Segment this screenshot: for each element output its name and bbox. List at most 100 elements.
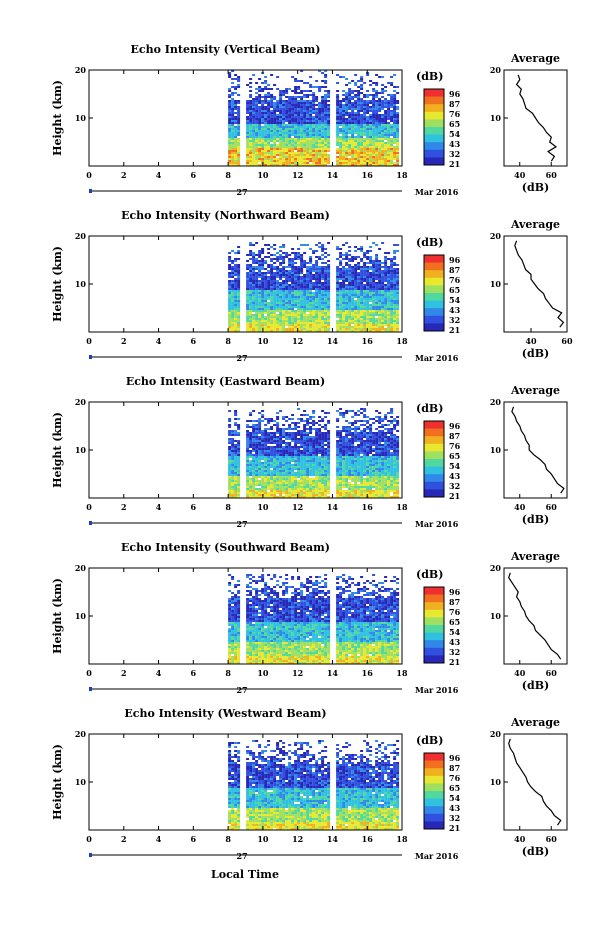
heatmap-cell	[264, 474, 268, 476]
heatmap-cell	[327, 298, 331, 300]
heatmap-cell	[381, 462, 385, 464]
heatmap-cell	[342, 284, 346, 286]
heatmap-cell	[393, 490, 397, 492]
heatmap-cell	[255, 136, 259, 138]
heatmap-cell	[303, 282, 307, 284]
heatmap-cell	[321, 150, 325, 152]
heatmap-cell	[339, 256, 343, 258]
heatmap-cell	[366, 488, 370, 490]
heatmap-cell	[228, 76, 232, 78]
heatmap-cell	[291, 320, 295, 322]
heatmap-cell	[297, 464, 301, 466]
heatmap-cell	[393, 116, 397, 118]
heatmap-cell	[393, 496, 397, 498]
heatmap-cell	[285, 464, 289, 466]
heatmap-cell	[297, 286, 301, 288]
heatmap-cell	[342, 288, 346, 290]
heatmap-cell	[255, 466, 259, 468]
heatmap-cell	[273, 140, 277, 142]
heatmap-cell	[390, 296, 394, 298]
heatmap-cell	[276, 138, 280, 140]
heatmap-cell	[387, 300, 391, 302]
x-tick-label: 6	[191, 170, 197, 180]
heatmap-cell	[336, 330, 340, 332]
heatmap-cell	[363, 124, 367, 126]
heatmap-cell	[261, 108, 265, 110]
heatmap-cell	[351, 92, 355, 94]
heatmap-cell	[354, 266, 358, 268]
heatmap-cell	[354, 464, 358, 466]
heatmap-cell	[375, 92, 379, 94]
heatmap-cell	[273, 266, 277, 268]
heatmap-cell	[336, 248, 340, 250]
heatmap-cell	[228, 122, 232, 124]
heatmap-cell	[378, 282, 382, 284]
heatmap-cell	[306, 274, 310, 276]
heatmap-cell	[255, 300, 259, 302]
heatmap-cell	[390, 314, 394, 316]
heatmap-cell	[342, 466, 346, 468]
heatmap-cell	[306, 152, 310, 154]
heatmap-cell	[396, 318, 400, 320]
heatmap-cell	[234, 260, 238, 262]
heatmap-cell	[381, 130, 385, 132]
heatmap-cell	[351, 314, 355, 316]
heatmap-cell	[348, 492, 352, 494]
heatmap-cell	[315, 158, 319, 160]
colorbar-tick-label: 21	[449, 325, 460, 335]
heatmap-cell	[291, 484, 295, 486]
heatmap-cell	[372, 90, 376, 92]
heatmap-cell	[279, 152, 283, 154]
heatmap-cell	[297, 80, 301, 82]
heatmap-cell	[276, 314, 280, 316]
heatmap-cell	[288, 116, 292, 118]
heatmap-cell	[363, 128, 367, 130]
heatmap-cell	[228, 302, 232, 304]
heatmap-cell	[300, 290, 304, 292]
heatmap-cell	[288, 142, 292, 144]
heatmap-cell	[360, 272, 364, 274]
heatmap-cell	[276, 276, 280, 278]
heatmap-cell	[360, 318, 364, 320]
heatmap-cell	[321, 324, 325, 326]
heatmap-cell	[378, 110, 382, 112]
heatmap-cell	[363, 126, 367, 128]
heatmap-cell	[294, 136, 298, 138]
heatmap-cell	[348, 160, 352, 162]
heatmap-cell	[306, 320, 310, 322]
heatmap-cell	[252, 124, 256, 126]
heatmap-cell	[303, 244, 307, 246]
heatmap-cell	[375, 114, 379, 116]
heatmap-cell	[282, 266, 286, 268]
heatmap-cell	[249, 480, 253, 482]
heatmap-cell	[231, 330, 235, 332]
heatmap-cell	[291, 158, 295, 160]
heatmap-cell	[282, 146, 286, 148]
heatmap-cell	[396, 282, 400, 284]
heatmap-cell	[345, 144, 349, 146]
heatmap-cell	[273, 158, 277, 160]
heatmap-cell	[360, 276, 364, 278]
heatmap-cell	[387, 286, 391, 288]
heatmap-cell	[309, 128, 313, 130]
heatmap-cell	[363, 492, 367, 494]
heatmap-cell	[315, 146, 319, 148]
heatmap-cell	[231, 486, 235, 488]
heatmap-cell	[258, 488, 262, 490]
heatmap-cell	[246, 478, 250, 480]
heatmap-cell	[228, 150, 232, 152]
heatmap-cell	[246, 280, 250, 282]
heatmap-cell	[345, 466, 349, 468]
heatmap-cell	[228, 146, 232, 148]
heatmap-cell	[351, 96, 355, 98]
heatmap-cell	[351, 136, 355, 138]
heatmap-cell	[249, 284, 253, 286]
heatmap-cell	[261, 486, 265, 488]
heatmap-cell	[246, 286, 250, 288]
heatmap-cell	[393, 150, 397, 152]
heatmap-cell	[246, 320, 250, 322]
heatmap-cell	[393, 462, 397, 464]
heatmap-cell	[318, 130, 322, 132]
heatmap-cell	[336, 312, 340, 314]
heatmap-cell	[303, 148, 307, 150]
